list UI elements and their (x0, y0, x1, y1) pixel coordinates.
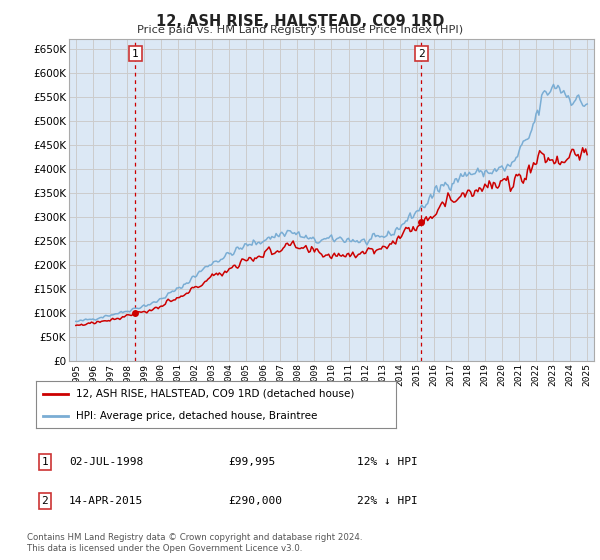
Text: 1: 1 (41, 457, 49, 467)
Text: 12% ↓ HPI: 12% ↓ HPI (357, 457, 418, 467)
Text: Contains HM Land Registry data © Crown copyright and database right 2024.
This d: Contains HM Land Registry data © Crown c… (27, 533, 362, 553)
Text: 12, ASH RISE, HALSTEAD, CO9 1RD (detached house): 12, ASH RISE, HALSTEAD, CO9 1RD (detache… (76, 389, 354, 399)
Text: HPI: Average price, detached house, Braintree: HPI: Average price, detached house, Brai… (76, 410, 317, 421)
Text: 22% ↓ HPI: 22% ↓ HPI (357, 496, 418, 506)
Text: 2: 2 (418, 49, 425, 59)
Text: £290,000: £290,000 (228, 496, 282, 506)
Text: 14-APR-2015: 14-APR-2015 (69, 496, 143, 506)
Text: Price paid vs. HM Land Registry's House Price Index (HPI): Price paid vs. HM Land Registry's House … (137, 25, 463, 35)
Text: 02-JUL-1998: 02-JUL-1998 (69, 457, 143, 467)
Text: 2: 2 (41, 496, 49, 506)
Text: 12, ASH RISE, HALSTEAD, CO9 1RD: 12, ASH RISE, HALSTEAD, CO9 1RD (156, 14, 444, 29)
Text: 1: 1 (132, 49, 139, 59)
Text: £99,995: £99,995 (228, 457, 275, 467)
